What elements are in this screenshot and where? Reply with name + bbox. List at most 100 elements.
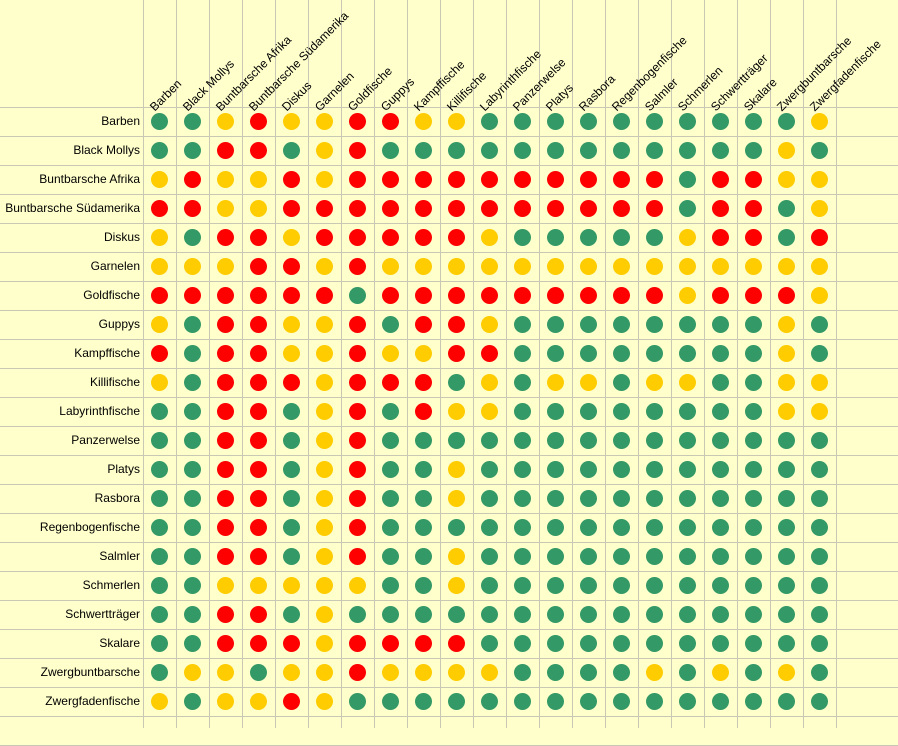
compatibility-dot (745, 287, 762, 304)
compatibility-dot (679, 258, 696, 275)
compatibility-dot (481, 142, 498, 159)
compatibility-dot (547, 664, 564, 681)
grid-line (473, 0, 474, 728)
compatibility-dot (778, 461, 795, 478)
compatibility-dot (778, 316, 795, 333)
compatibility-dot (514, 316, 531, 333)
compatibility-dot (580, 490, 597, 507)
compatibility-dot (778, 113, 795, 130)
compatibility-dot (580, 171, 597, 188)
compatibility-dot (283, 606, 300, 623)
compatibility-dot (745, 693, 762, 710)
grid-line (605, 0, 606, 728)
compatibility-dot (283, 432, 300, 449)
compatibility-dot (415, 606, 432, 623)
compatibility-dot (151, 316, 168, 333)
compatibility-dot (481, 635, 498, 652)
compatibility-dot (646, 142, 663, 159)
grid-line (572, 0, 573, 728)
compatibility-dot (316, 664, 333, 681)
compatibility-dot (514, 461, 531, 478)
compatibility-dot (745, 519, 762, 536)
compatibility-dot (613, 374, 630, 391)
compatibility-dot (712, 142, 729, 159)
compatibility-dot (349, 635, 366, 652)
compatibility-dot (415, 142, 432, 159)
compatibility-dot (415, 316, 432, 333)
grid-line (0, 455, 898, 456)
compatibility-dot (613, 142, 630, 159)
compatibility-dot (745, 258, 762, 275)
compatibility-dot (745, 606, 762, 623)
row-header: Panzerwelse (71, 433, 140, 447)
grid-line (770, 0, 771, 728)
row-header: Regenbogenfische (39, 520, 140, 534)
compatibility-dot (415, 577, 432, 594)
compatibility-dot (151, 577, 168, 594)
compatibility-dot (283, 287, 300, 304)
compatibility-dot (514, 519, 531, 536)
compatibility-dot (448, 374, 465, 391)
compatibility-dot (283, 693, 300, 710)
grid-line (0, 687, 898, 688)
compatibility-dot (778, 606, 795, 623)
compatibility-dot (382, 548, 399, 565)
compatibility-dot (382, 113, 399, 130)
compatibility-dot (481, 258, 498, 275)
compatibility-dot (448, 287, 465, 304)
compatibility-dot (349, 490, 366, 507)
compatibility-dot (151, 432, 168, 449)
compatibility-dot (481, 229, 498, 246)
grid-line (0, 194, 898, 195)
grid-line (0, 426, 898, 427)
grid-line (374, 0, 375, 728)
compatibility-dot (811, 664, 828, 681)
compatibility-dot (151, 229, 168, 246)
compatibility-dot (151, 403, 168, 420)
compatibility-dot (316, 287, 333, 304)
compatibility-dot (514, 577, 531, 594)
compatibility-dot (415, 374, 432, 391)
compatibility-dot (712, 403, 729, 420)
compatibility-dot (514, 403, 531, 420)
grid-line (0, 397, 898, 398)
compatibility-dot (679, 229, 696, 246)
compatibility-dot (811, 548, 828, 565)
compatibility-dot (547, 490, 564, 507)
compatibility-dot (514, 548, 531, 565)
compatibility-dot (580, 374, 597, 391)
compatibility-dot (382, 345, 399, 362)
compatibility-dot (349, 519, 366, 536)
compatibility-dot (745, 374, 762, 391)
compatibility-dot (481, 432, 498, 449)
compatibility-dot (778, 519, 795, 536)
compatibility-dot (547, 577, 564, 594)
compatibility-dot (646, 258, 663, 275)
compatibility-dot (547, 258, 564, 275)
compatibility-dot (811, 693, 828, 710)
compatibility-dot (415, 113, 432, 130)
grid-line (638, 0, 639, 728)
compatibility-dot (415, 548, 432, 565)
compatibility-dot (712, 374, 729, 391)
compatibility-dot (646, 113, 663, 130)
compatibility-dot (349, 200, 366, 217)
compatibility-dot (481, 490, 498, 507)
compatibility-dot (613, 548, 630, 565)
compatibility-dot (514, 258, 531, 275)
compatibility-dot (382, 287, 399, 304)
grid-line (0, 484, 898, 485)
compatibility-dot (283, 635, 300, 652)
grid-line (0, 223, 898, 224)
compatibility-dot (151, 606, 168, 623)
compatibility-dot (382, 693, 399, 710)
row-header: Guppys (98, 317, 140, 331)
compatibility-dot (613, 200, 630, 217)
compatibility-dot (349, 693, 366, 710)
compatibility-dot (811, 316, 828, 333)
compatibility-dot (448, 490, 465, 507)
compatibility-dot (250, 142, 267, 159)
compatibility-dot (811, 403, 828, 420)
grid-line (0, 339, 898, 340)
